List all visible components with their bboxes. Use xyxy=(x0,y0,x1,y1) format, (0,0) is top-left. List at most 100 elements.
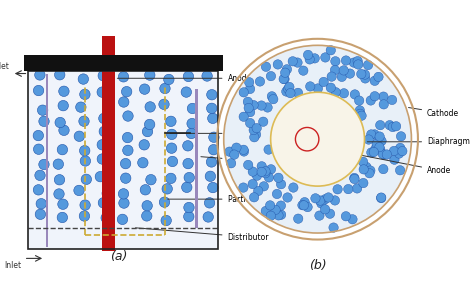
Circle shape xyxy=(266,71,276,81)
Circle shape xyxy=(229,150,239,159)
Circle shape xyxy=(251,130,261,139)
Circle shape xyxy=(320,195,329,204)
Circle shape xyxy=(361,74,370,83)
Circle shape xyxy=(243,97,253,106)
Circle shape xyxy=(139,140,149,150)
Circle shape xyxy=(239,88,248,97)
Circle shape xyxy=(121,86,132,97)
Circle shape xyxy=(98,71,109,81)
Circle shape xyxy=(366,96,375,105)
Circle shape xyxy=(320,53,330,62)
Circle shape xyxy=(98,198,109,208)
Circle shape xyxy=(274,173,283,183)
Circle shape xyxy=(374,72,383,82)
Circle shape xyxy=(359,165,368,174)
Circle shape xyxy=(327,72,337,81)
Circle shape xyxy=(246,118,255,128)
Circle shape xyxy=(161,215,172,226)
Circle shape xyxy=(276,210,286,219)
Circle shape xyxy=(331,56,340,66)
Circle shape xyxy=(317,199,326,208)
Circle shape xyxy=(186,128,197,139)
Circle shape xyxy=(356,69,366,79)
Circle shape xyxy=(310,54,319,63)
Circle shape xyxy=(328,98,336,107)
Circle shape xyxy=(120,158,131,169)
Circle shape xyxy=(159,197,170,207)
Text: Anode: Anode xyxy=(118,74,252,83)
Circle shape xyxy=(315,211,324,220)
Circle shape xyxy=(81,174,91,185)
Circle shape xyxy=(306,82,315,91)
Circle shape xyxy=(117,214,128,225)
Circle shape xyxy=(55,70,65,80)
Circle shape xyxy=(204,198,215,208)
Circle shape xyxy=(162,184,173,194)
Circle shape xyxy=(225,147,234,156)
Circle shape xyxy=(208,113,218,123)
Circle shape xyxy=(145,70,155,80)
Circle shape xyxy=(293,88,303,98)
Circle shape xyxy=(263,103,272,112)
Circle shape xyxy=(370,91,380,101)
Circle shape xyxy=(206,157,217,167)
Circle shape xyxy=(349,58,358,67)
Circle shape xyxy=(300,198,310,207)
Circle shape xyxy=(57,144,68,155)
Circle shape xyxy=(382,150,392,159)
Circle shape xyxy=(252,171,262,181)
Circle shape xyxy=(254,186,263,196)
Circle shape xyxy=(264,173,273,182)
Circle shape xyxy=(160,83,170,94)
Circle shape xyxy=(366,130,376,139)
Bar xyxy=(101,36,115,251)
Circle shape xyxy=(145,102,155,112)
Circle shape xyxy=(97,140,108,150)
Circle shape xyxy=(261,206,271,216)
Circle shape xyxy=(79,116,89,126)
Circle shape xyxy=(369,147,379,157)
Circle shape xyxy=(120,173,131,183)
Circle shape xyxy=(327,162,335,171)
Circle shape xyxy=(299,201,309,210)
Circle shape xyxy=(99,113,109,124)
Circle shape xyxy=(398,146,407,156)
Circle shape xyxy=(282,65,292,74)
Circle shape xyxy=(261,168,270,178)
Circle shape xyxy=(55,117,65,128)
Circle shape xyxy=(345,69,355,78)
Circle shape xyxy=(182,182,192,193)
Circle shape xyxy=(102,188,112,198)
Circle shape xyxy=(123,111,133,121)
Circle shape xyxy=(303,202,312,212)
Circle shape xyxy=(276,180,286,189)
Circle shape xyxy=(250,133,259,142)
Circle shape xyxy=(376,193,386,202)
Circle shape xyxy=(283,84,293,93)
Circle shape xyxy=(246,107,255,117)
Circle shape xyxy=(80,200,91,210)
Bar xyxy=(28,71,218,249)
Circle shape xyxy=(387,95,397,105)
Circle shape xyxy=(353,56,362,66)
Circle shape xyxy=(360,70,370,79)
Circle shape xyxy=(39,116,49,126)
Circle shape xyxy=(331,88,340,97)
Circle shape xyxy=(350,90,360,99)
Circle shape xyxy=(97,154,108,164)
Circle shape xyxy=(313,84,323,93)
Circle shape xyxy=(377,136,386,146)
Circle shape xyxy=(348,215,357,224)
Circle shape xyxy=(396,132,406,141)
Circle shape xyxy=(35,170,45,181)
Circle shape xyxy=(103,104,114,114)
Circle shape xyxy=(54,189,64,199)
Circle shape xyxy=(245,78,254,87)
Text: Anode: Anode xyxy=(322,148,451,175)
Circle shape xyxy=(255,77,264,86)
Circle shape xyxy=(362,162,371,172)
Text: (a): (a) xyxy=(110,250,127,263)
Circle shape xyxy=(359,178,368,188)
Circle shape xyxy=(317,172,325,180)
Circle shape xyxy=(265,201,275,210)
